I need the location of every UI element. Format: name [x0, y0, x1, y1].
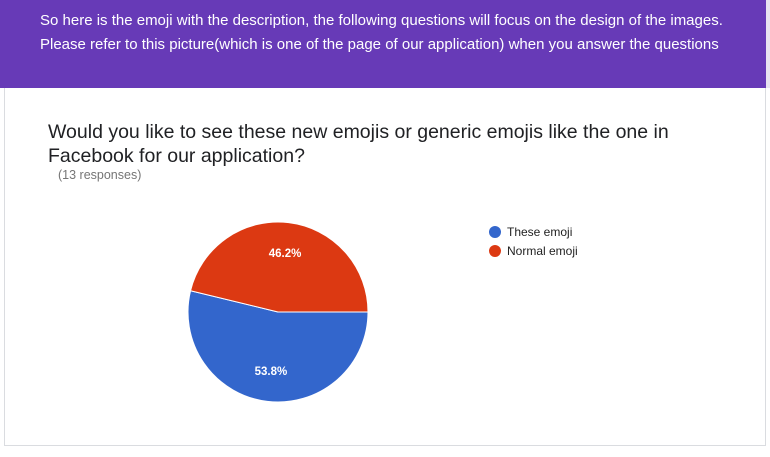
section-description-text: So here is the emoji with the descriptio…	[40, 12, 723, 53]
pie-chart: 53.8% 46.2%	[187, 221, 369, 403]
slice-label-these-emoji: 53.8%	[255, 366, 288, 378]
section-description-banner: So here is the emoji with the descriptio…	[0, 0, 766, 88]
slice-label-normal-emoji: 46.2%	[269, 248, 302, 260]
legend-label-these-emoji: These emoji	[507, 224, 573, 239]
legend-label-normal-emoji: Normal emoji	[507, 243, 578, 258]
question-title: Would you like to see these new emojis o…	[48, 121, 669, 167]
question-summary-card: Would you like to see these new emojis o…	[4, 88, 766, 446]
slice-these-emoji[interactable]	[187, 290, 369, 403]
chart-legend: These emoji Normal emoji	[489, 222, 578, 260]
legend-swatch-blue	[489, 225, 501, 238]
banner-edge	[766, 0, 770, 88]
slice-normal-emoji[interactable]	[189, 221, 369, 313]
legend-item-normal-emoji[interactable]: Normal emoji	[489, 241, 578, 260]
legend-item-these-emoji[interactable]: These emoji	[489, 222, 578, 241]
legend-swatch-red	[489, 244, 501, 257]
response-count: (13 responses)	[58, 168, 142, 182]
